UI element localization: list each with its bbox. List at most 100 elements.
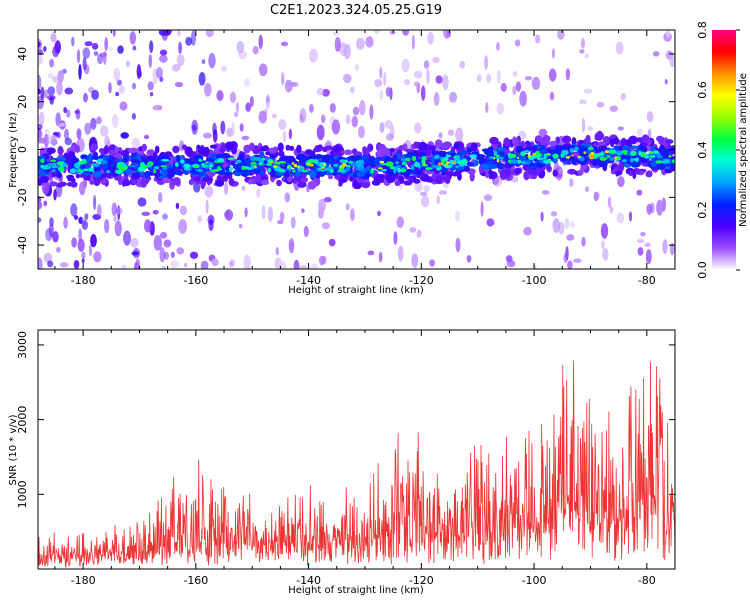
noise-blob bbox=[38, 74, 42, 91]
band-cell bbox=[296, 144, 302, 154]
band-cell bbox=[122, 156, 128, 161]
noise-blob bbox=[564, 217, 570, 230]
x-tick-label: -140 bbox=[296, 274, 321, 287]
noise-blob bbox=[50, 32, 57, 43]
noise-blob bbox=[355, 37, 365, 50]
colorbar-tick-label: 0.8 bbox=[696, 21, 709, 39]
band-peak bbox=[116, 163, 123, 169]
noise-blob bbox=[81, 258, 85, 264]
noise-blob bbox=[496, 42, 500, 51]
noise-blob bbox=[201, 59, 206, 65]
band-peak bbox=[241, 165, 245, 171]
spectrogram-axes: -180 -160 -140 -120 -100 -80 -40 -20 0 20 40 bbox=[16, 30, 676, 287]
band-cell bbox=[412, 178, 421, 184]
noise-blob bbox=[70, 203, 78, 217]
colorbar-label: Normalized spectral amplitude bbox=[738, 73, 749, 227]
band-cell bbox=[621, 144, 631, 151]
noise-blob bbox=[147, 81, 154, 91]
noise-blob bbox=[414, 122, 422, 134]
noise-blob bbox=[266, 96, 270, 103]
noise-blob bbox=[71, 36, 75, 47]
noise-blob bbox=[345, 114, 351, 125]
colorbar-axis: 0.0 0.2 0.4 0.6 0.8 bbox=[696, 21, 740, 279]
noise-blob bbox=[77, 238, 85, 252]
noise-blob bbox=[204, 82, 212, 97]
band-peak bbox=[286, 167, 292, 171]
noise-blob bbox=[241, 135, 250, 141]
band-peak bbox=[411, 155, 417, 162]
band-cell bbox=[167, 171, 174, 179]
band-cell bbox=[632, 170, 637, 180]
noise-blob bbox=[153, 235, 162, 251]
noise-blob bbox=[299, 265, 308, 269]
noise-blob bbox=[669, 242, 675, 256]
noise-blob bbox=[236, 41, 245, 53]
noise-blob bbox=[640, 231, 646, 237]
noise-blob bbox=[203, 132, 212, 139]
band-cell bbox=[571, 159, 577, 166]
noise-blob bbox=[309, 48, 318, 63]
band-cell bbox=[603, 153, 613, 157]
band-peak bbox=[574, 146, 579, 152]
noise-blob bbox=[350, 208, 355, 222]
noise-blob bbox=[377, 210, 381, 217]
band-cell bbox=[531, 146, 537, 154]
band-hotspot bbox=[342, 162, 347, 167]
band-cell bbox=[140, 177, 148, 188]
band-cell bbox=[125, 168, 133, 175]
noise-blob bbox=[56, 246, 61, 253]
band-peak bbox=[520, 151, 526, 156]
band-cell bbox=[505, 164, 513, 169]
band-peak bbox=[650, 155, 656, 158]
noise-blob bbox=[323, 196, 332, 203]
band-peak bbox=[432, 165, 440, 168]
band-peak bbox=[443, 156, 449, 162]
noise-blob bbox=[662, 239, 668, 254]
band-peak bbox=[77, 169, 83, 172]
noise-blob bbox=[111, 202, 118, 217]
band-cell bbox=[136, 179, 141, 187]
band-cell bbox=[154, 145, 160, 154]
noise-blob bbox=[258, 63, 268, 77]
noise-blob bbox=[96, 116, 102, 125]
band-cell bbox=[489, 136, 499, 145]
noise-blob bbox=[584, 186, 590, 192]
noise-blob bbox=[212, 122, 217, 136]
noise-blob bbox=[483, 194, 493, 202]
noise-blob bbox=[581, 236, 586, 247]
noise-blob bbox=[236, 101, 239, 112]
colorbar-tick-label: 0.2 bbox=[696, 201, 709, 219]
band-cell bbox=[520, 140, 525, 147]
noise-blob bbox=[404, 79, 410, 86]
noise-blob bbox=[129, 31, 136, 45]
noise-blob bbox=[318, 207, 324, 219]
noise-blob bbox=[185, 36, 193, 46]
noise-blob bbox=[54, 40, 61, 54]
band-cell bbox=[157, 155, 163, 160]
band-peak bbox=[337, 169, 345, 173]
band-cell bbox=[59, 181, 67, 187]
noise-blob bbox=[126, 60, 130, 68]
noise-blob bbox=[49, 96, 54, 105]
band-peak bbox=[535, 154, 542, 158]
band-cell bbox=[473, 159, 479, 167]
noise-blob bbox=[136, 64, 142, 80]
noise-blob bbox=[176, 247, 185, 255]
band-peak bbox=[69, 168, 77, 174]
band-cell bbox=[93, 177, 101, 186]
noise-blob bbox=[541, 190, 550, 195]
noise-blob bbox=[515, 81, 522, 92]
noise-blob bbox=[131, 251, 140, 256]
noise-blob bbox=[74, 110, 80, 114]
band-peak bbox=[88, 167, 95, 172]
snr-y-axis-label: SNR (10 * v/v) bbox=[8, 414, 19, 485]
band-peak bbox=[389, 166, 396, 170]
noise-blob bbox=[176, 54, 185, 67]
noise-blob bbox=[379, 66, 383, 79]
snr-x-axis-label: Height of straight line (km) bbox=[288, 585, 424, 596]
noise-blob bbox=[38, 41, 41, 48]
spectrogram-heatmap bbox=[38, 30, 675, 269]
band-cell bbox=[408, 177, 414, 182]
spectrogram-y-axis-label: Frequency (Hz) bbox=[8, 112, 19, 188]
